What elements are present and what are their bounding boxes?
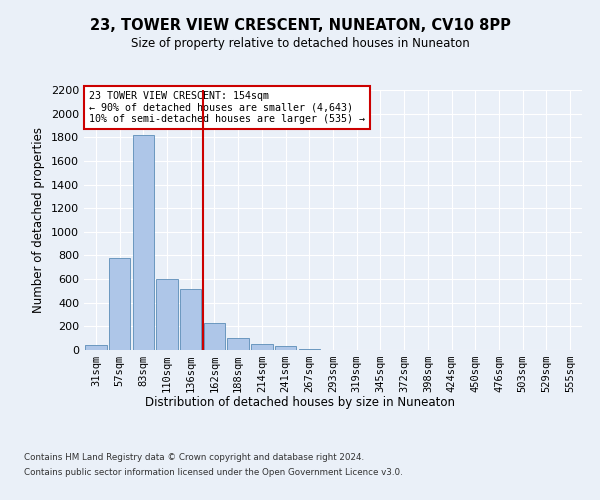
- Bar: [299, 349, 320, 350]
- Bar: [157, 279, 178, 350]
- Bar: [204, 323, 225, 350]
- Bar: [109, 258, 130, 350]
- Bar: [275, 346, 296, 350]
- Bar: [133, 135, 154, 350]
- Y-axis label: Number of detached properties: Number of detached properties: [32, 127, 46, 313]
- Text: Distribution of detached houses by size in Nuneaton: Distribution of detached houses by size …: [145, 396, 455, 409]
- Text: Size of property relative to detached houses in Nuneaton: Size of property relative to detached ho…: [131, 38, 469, 51]
- Bar: [180, 289, 202, 350]
- Text: Contains HM Land Registry data © Crown copyright and database right 2024.: Contains HM Land Registry data © Crown c…: [24, 453, 364, 462]
- Text: 23 TOWER VIEW CRESCENT: 154sqm
← 90% of detached houses are smaller (4,643)
10% : 23 TOWER VIEW CRESCENT: 154sqm ← 90% of …: [89, 92, 365, 124]
- Bar: [251, 344, 272, 350]
- Text: Contains public sector information licensed under the Open Government Licence v3: Contains public sector information licen…: [24, 468, 403, 477]
- Bar: [85, 344, 107, 350]
- Text: 23, TOWER VIEW CRESCENT, NUNEATON, CV10 8PP: 23, TOWER VIEW CRESCENT, NUNEATON, CV10 …: [89, 18, 511, 32]
- Bar: [227, 338, 249, 350]
